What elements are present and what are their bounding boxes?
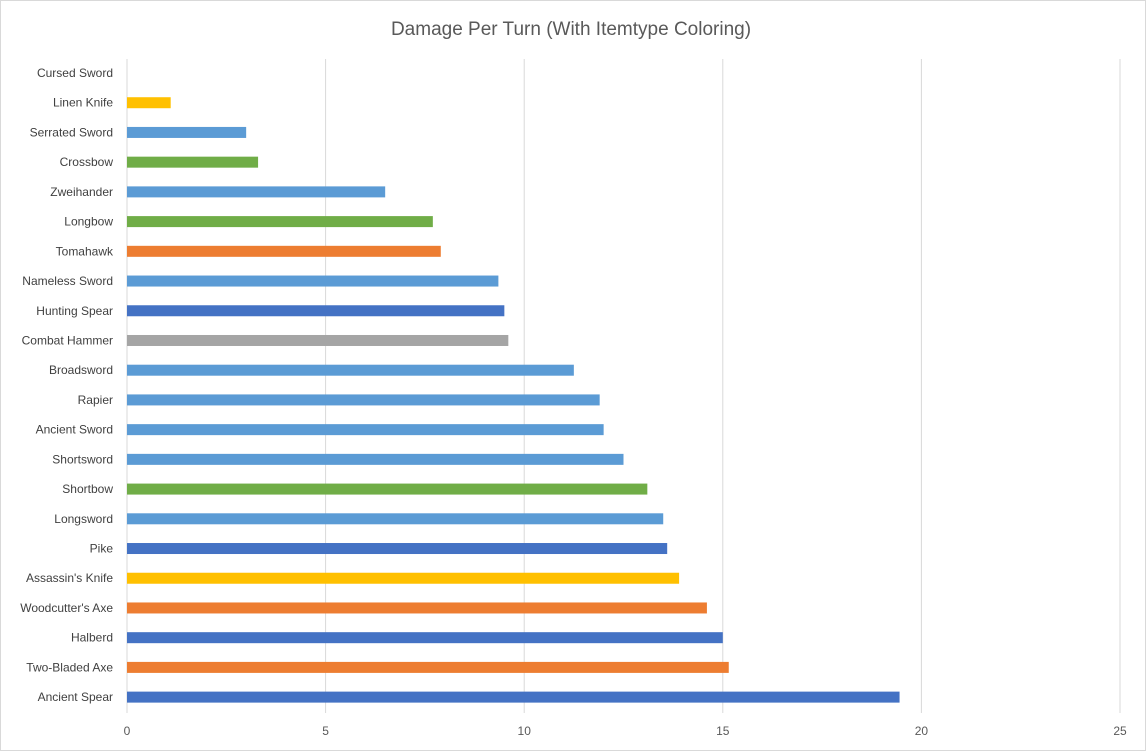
bar <box>127 126 247 138</box>
gridlines <box>126 59 1121 713</box>
bar <box>127 632 723 644</box>
bar <box>127 424 604 436</box>
category-label: Nameless Sword <box>22 274 113 288</box>
category-label: Assassin's Knife <box>26 571 113 585</box>
bar <box>127 305 505 317</box>
category-label: Shortbow <box>62 482 113 496</box>
bar <box>127 453 624 465</box>
bar <box>127 334 509 346</box>
bar <box>127 186 386 198</box>
category-label: Serrated Sword <box>30 125 113 139</box>
category-label: Crossbow <box>60 155 114 169</box>
category-label: Combat Hammer <box>22 333 113 347</box>
category-label: Ancient Sword <box>36 423 113 437</box>
category-label: Two-Bladed Axe <box>26 660 113 674</box>
bar <box>127 543 668 555</box>
bar <box>127 513 664 525</box>
category-label: Broadsword <box>49 363 113 377</box>
bar <box>127 156 259 168</box>
bar <box>127 572 680 584</box>
bar <box>127 602 707 614</box>
bar <box>127 691 900 703</box>
category-label: Longsword <box>54 512 113 526</box>
x-tick-label: 10 <box>518 724 532 738</box>
category-label: Hunting Spear <box>36 304 113 318</box>
bar <box>127 216 433 228</box>
x-tick-labels: 0 5 10 15 20 25 <box>124 724 1127 738</box>
x-tick-label: 0 <box>124 724 131 738</box>
x-tick-label: 25 <box>1113 724 1127 738</box>
bar <box>127 661 729 673</box>
bar <box>127 394 600 406</box>
category-label: Cursed Sword <box>37 66 113 80</box>
category-label: Linen Knife <box>53 96 113 110</box>
x-tick-label: 15 <box>716 724 730 738</box>
bar <box>127 483 648 495</box>
category-label: Shortsword <box>52 452 113 466</box>
category-label: Tomahawk <box>56 244 114 258</box>
category-labels: Cursed Sword Linen Knife Serrated Sword Cro… <box>20 66 114 704</box>
category-label: Longbow <box>64 215 113 229</box>
category-label: Halberd <box>71 631 113 645</box>
category-label: Woodcutter's Axe <box>20 601 113 615</box>
category-label: Ancient Spear <box>38 690 113 704</box>
category-label: Pike <box>90 542 114 556</box>
chart-title: Damage Per Turn (With Itemtype Coloring) <box>391 19 751 40</box>
x-tick-label: 20 <box>915 724 929 738</box>
bar <box>127 245 441 257</box>
category-label: Rapier <box>78 393 113 407</box>
bar <box>127 364 574 376</box>
x-tick-label: 5 <box>322 724 329 738</box>
category-label: Zweihander <box>50 185 113 199</box>
bar <box>127 97 171 109</box>
bars <box>127 97 900 703</box>
bar <box>127 275 499 287</box>
